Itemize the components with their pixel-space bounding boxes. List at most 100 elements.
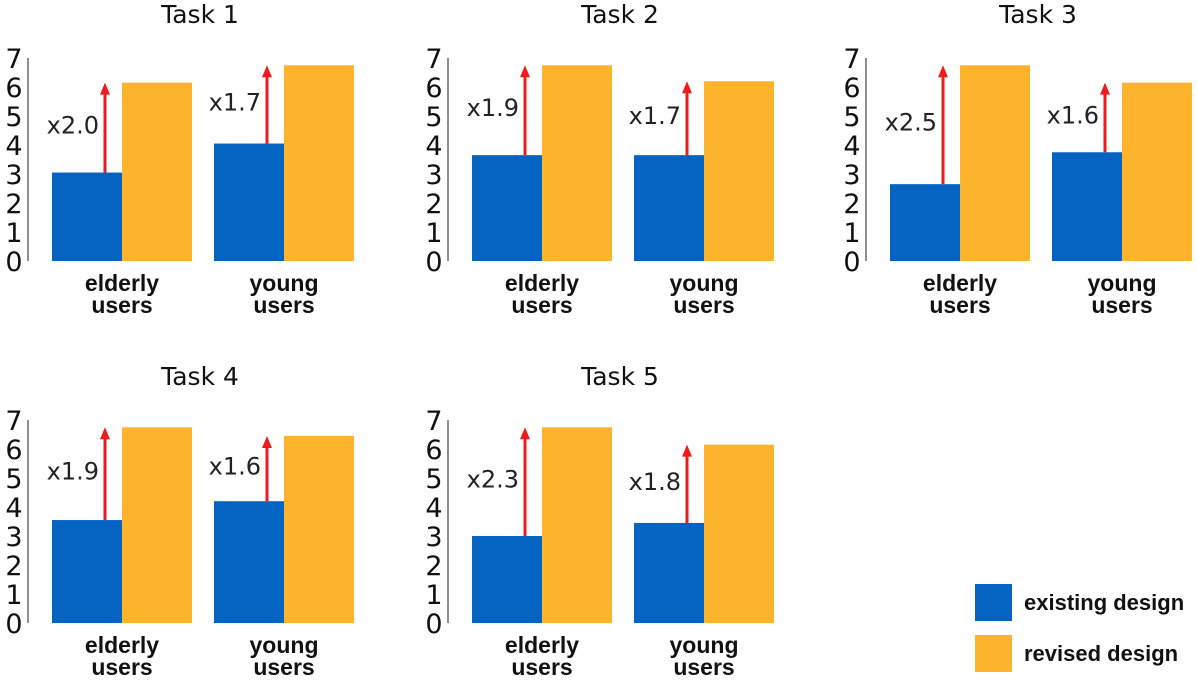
- y-tick-label: 3: [5, 522, 22, 553]
- category-label: users: [929, 292, 990, 318]
- y-tick-label: 0: [5, 609, 22, 640]
- y-tick-label: 7: [843, 44, 860, 75]
- y-tick-label: 6: [5, 73, 22, 104]
- category-label: young: [670, 270, 739, 296]
- y-tick-label: 0: [425, 247, 442, 278]
- y-tick-label: 1: [843, 218, 860, 249]
- y-tick-label: 7: [5, 44, 22, 75]
- bar-existing: [52, 172, 122, 261]
- y-tick-label: 7: [5, 406, 22, 437]
- improvement-arrowhead: [520, 65, 530, 78]
- category-label: young: [1088, 270, 1157, 296]
- y-tick-label: 0: [843, 247, 860, 278]
- legend-existing-label: existing design: [1024, 590, 1184, 615]
- y-tick-label: 5: [843, 102, 860, 133]
- y-tick-label: 1: [425, 580, 442, 611]
- bar-existing: [634, 155, 704, 261]
- improvement-arrowhead: [520, 427, 530, 440]
- category-label: elderly: [85, 632, 159, 658]
- y-tick-label: 4: [425, 131, 442, 162]
- category-label: users: [1091, 292, 1152, 318]
- y-tick-label: 4: [425, 493, 442, 524]
- bar-revised: [960, 65, 1030, 261]
- bar-revised: [284, 435, 354, 623]
- improvement-arrowhead: [1100, 82, 1110, 95]
- y-tick-label: 6: [425, 73, 442, 104]
- category-label: users: [673, 654, 734, 680]
- legend-swatch: [975, 635, 1012, 672]
- y-tick-label: 3: [425, 522, 442, 553]
- multiplier-label: x1.9: [467, 94, 519, 122]
- y-tick-label: 6: [5, 435, 22, 466]
- y-tick-label: 1: [5, 580, 22, 611]
- improvement-arrowhead: [262, 435, 272, 448]
- y-tick-label: 4: [5, 493, 22, 524]
- y-tick-label: 5: [425, 102, 442, 133]
- category-label: users: [91, 292, 152, 318]
- y-tick-label: 5: [5, 102, 22, 133]
- category-label: elderly: [85, 270, 159, 296]
- bar-revised: [122, 82, 192, 262]
- category-label: young: [250, 632, 319, 658]
- y-tick-label: 1: [425, 218, 442, 249]
- panel-title: Task 3: [998, 0, 1077, 29]
- multiplier-label: x1.7: [209, 88, 261, 116]
- multiplier-label: x1.6: [1047, 101, 1099, 129]
- improvement-arrowhead: [100, 82, 110, 95]
- multiplier-label: x1.6: [209, 453, 261, 481]
- y-tick-label: 1: [5, 218, 22, 249]
- y-tick-label: 2: [425, 551, 442, 582]
- category-label: elderly: [505, 270, 579, 296]
- y-tick-label: 7: [425, 44, 442, 75]
- category-label: users: [91, 654, 152, 680]
- improvement-arrowhead: [682, 81, 692, 94]
- improvement-arrowhead: [938, 65, 948, 78]
- bar-revised: [542, 65, 612, 261]
- y-tick-label: 2: [425, 189, 442, 220]
- multiplier-label: x2.0: [47, 112, 99, 140]
- y-tick-label: 4: [5, 131, 22, 162]
- y-tick-label: 4: [843, 131, 860, 162]
- category-label: elderly: [923, 270, 997, 296]
- bar-revised: [284, 65, 354, 261]
- category-label: elderly: [505, 632, 579, 658]
- bar-existing: [52, 520, 122, 623]
- bar-revised: [542, 427, 612, 623]
- category-label: users: [253, 654, 314, 680]
- bar-existing: [214, 501, 284, 623]
- bar-revised: [122, 427, 192, 623]
- category-label: users: [673, 292, 734, 318]
- category-label: young: [250, 270, 319, 296]
- multiplier-label: x1.7: [629, 102, 681, 130]
- legend-swatch: [975, 584, 1012, 621]
- y-tick-label: 2: [5, 551, 22, 582]
- y-tick-label: 6: [425, 435, 442, 466]
- y-tick-label: 6: [843, 73, 860, 104]
- multiplier-label: x2.5: [885, 109, 937, 137]
- y-tick-label: 3: [843, 160, 860, 191]
- y-tick-label: 3: [5, 160, 22, 191]
- y-tick-label: 5: [5, 464, 22, 495]
- improvement-arrowhead: [262, 65, 272, 78]
- bar-existing: [634, 522, 704, 623]
- category-label: users: [253, 292, 314, 318]
- panel-title: Task 1: [160, 0, 239, 29]
- y-tick-label: 3: [425, 160, 442, 191]
- bar-existing: [890, 184, 960, 261]
- y-tick-label: 2: [5, 189, 22, 220]
- panel-title: Task 5: [580, 362, 659, 391]
- improvement-arrowhead: [100, 427, 110, 440]
- multiplier-label: x1.9: [47, 458, 99, 486]
- bar-existing: [472, 155, 542, 261]
- y-tick-label: 7: [425, 406, 442, 437]
- y-tick-label: 0: [425, 609, 442, 640]
- multiplier-label: x1.8: [629, 468, 681, 496]
- bar-existing: [214, 143, 284, 261]
- panel-title: Task 2: [580, 0, 659, 29]
- bar-existing: [472, 536, 542, 623]
- bar-existing: [1052, 152, 1122, 261]
- bar-revised: [704, 81, 774, 261]
- bar-revised: [1122, 82, 1192, 262]
- y-tick-label: 5: [425, 464, 442, 495]
